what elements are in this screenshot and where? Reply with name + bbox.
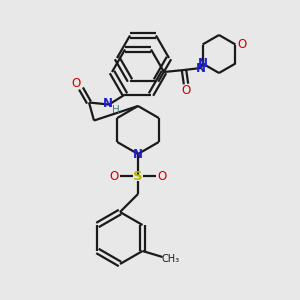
Text: N: N — [133, 148, 143, 160]
Text: O: O — [238, 38, 247, 51]
Text: O: O — [158, 169, 166, 182]
Text: O: O — [110, 169, 118, 182]
Text: N: N — [196, 61, 206, 74]
Text: O: O — [71, 77, 81, 90]
Text: H: H — [112, 104, 120, 115]
Text: S: S — [133, 169, 143, 182]
Text: O: O — [182, 85, 190, 98]
Text: N: N — [197, 57, 208, 70]
Text: N: N — [103, 97, 113, 110]
Text: CH₃: CH₃ — [161, 254, 180, 264]
